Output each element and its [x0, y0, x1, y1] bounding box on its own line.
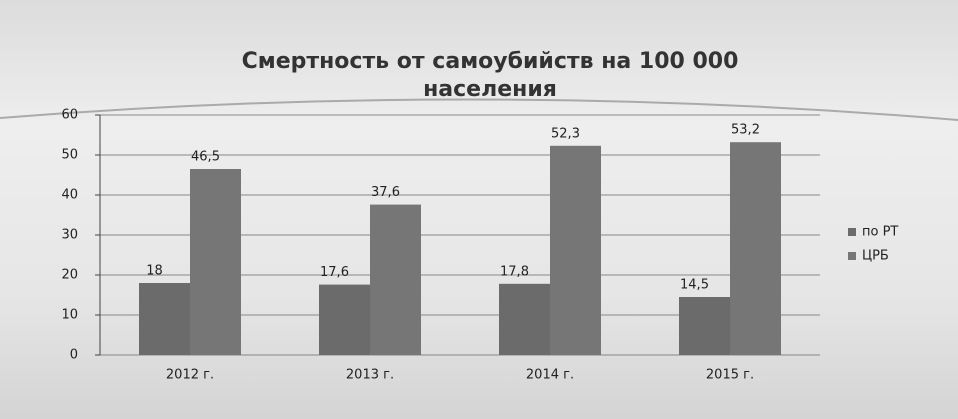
x-tick-label: 2012 г. — [166, 368, 214, 383]
value-label: 53,2 — [731, 123, 760, 138]
y-tick-label: 60 — [61, 108, 78, 123]
bar — [190, 169, 241, 355]
y-tick-label: 30 — [61, 228, 78, 243]
y-tick-label: 10 — [61, 308, 78, 323]
value-label: 46,5 — [191, 150, 220, 165]
y-tick-label: 20 — [61, 268, 78, 283]
y-tick-label: 50 — [61, 148, 78, 163]
value-label: 14,5 — [680, 278, 709, 293]
bar — [499, 283, 550, 355]
value-label: 17,8 — [500, 264, 529, 279]
bar — [139, 283, 190, 355]
legend-label: по РТ — [862, 225, 898, 240]
bar — [319, 284, 370, 355]
y-tick-label: 0 — [70, 348, 78, 363]
x-tick-label: 2013 г. — [346, 368, 394, 383]
bar — [679, 297, 730, 355]
x-tick-label: 2014 г. — [526, 368, 574, 383]
legend-swatch — [848, 228, 856, 236]
bar — [730, 142, 781, 355]
value-label: 17,6 — [320, 265, 349, 280]
value-label: 18 — [146, 264, 163, 279]
value-label: 37,6 — [371, 185, 400, 200]
value-label: 52,3 — [551, 126, 580, 141]
y-tick-label: 40 — [61, 188, 78, 203]
legend-label: ЦРБ — [862, 249, 889, 264]
decor-curve — [0, 98, 958, 121]
bar — [550, 145, 601, 355]
chart-title: Смертность от самоубийств на 100 000 нас… — [241, 49, 739, 102]
legend-swatch — [848, 252, 856, 260]
bar — [370, 204, 421, 355]
x-tick-label: 2015 г. — [706, 368, 754, 383]
